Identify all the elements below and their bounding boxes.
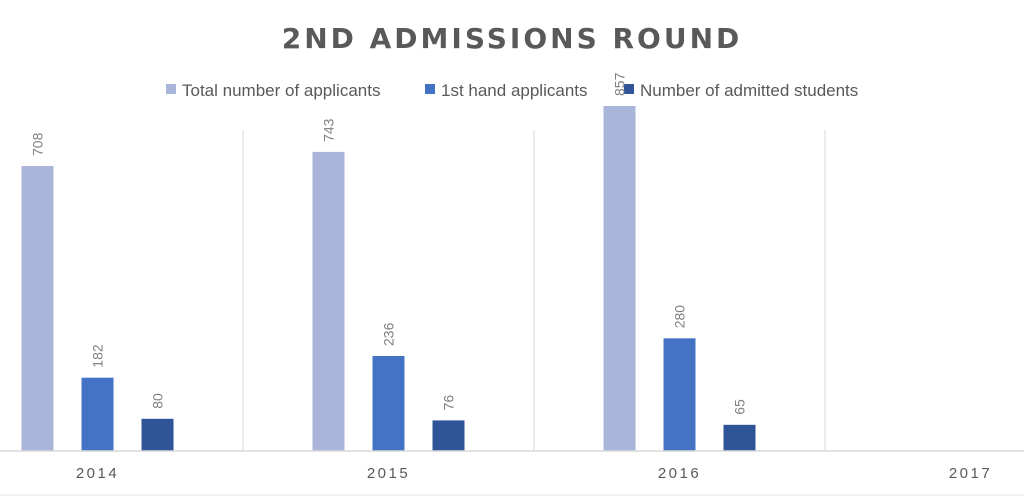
value-label-2015-1st-hand-applicants: 236 <box>381 322 397 346</box>
x-tick-label-2017: 2017 <box>949 465 992 482</box>
value-label-2014-1st-hand-applicants: 182 <box>90 344 106 368</box>
legend-label-total-applicants: Total number of applicants <box>182 81 380 100</box>
x-axis-tick-labels: 2014 2015 2016 2017 <box>76 465 992 482</box>
legend-swatch-admitted-students <box>624 84 634 94</box>
bar-2016-number-of-admitted-students <box>723 424 756 451</box>
bar-2015-number-of-admitted-students <box>432 420 465 451</box>
value-label-2015-total-number-of-applicants: 743 <box>321 118 337 142</box>
value-label-2016-1st-hand-applicants: 280 <box>672 305 688 329</box>
bar-2014-1st-hand-applicants <box>81 377 114 451</box>
legend: Total number of applicants 1st hand appl… <box>166 81 858 100</box>
legend-label-first-hand-applicants: 1st hand applicants <box>441 81 588 100</box>
bar-2014-total-number-of-applicants <box>21 166 54 451</box>
value-label-2014-total-number-of-applicants: 708 <box>30 132 46 156</box>
bar-2016-total-number-of-applicants <box>603 106 636 451</box>
bar-2014-number-of-admitted-students <box>141 418 174 451</box>
value-labels: 708 182 80 743 236 76 857 280 65 <box>30 72 748 414</box>
value-label-2016-number-of-admitted-students: 65 <box>732 399 748 415</box>
value-label-2014-number-of-admitted-students: 80 <box>150 393 166 409</box>
bar-2015-1st-hand-applicants <box>372 356 405 451</box>
bars <box>21 106 756 451</box>
value-label-2016-total-number-of-applicants: 857 <box>612 72 628 96</box>
x-tick-label-2014: 2014 <box>76 465 119 482</box>
value-label-2015-number-of-admitted-students: 76 <box>441 395 457 411</box>
legend-swatch-first-hand-applicants <box>425 84 435 94</box>
chart-title: 2ND ADMISSIONS ROUND <box>282 22 743 55</box>
legend-label-admitted-students: Number of admitted students <box>640 81 858 100</box>
x-tick-label-2016: 2016 <box>658 465 701 482</box>
legend-swatch-total-applicants <box>166 84 176 94</box>
bar-2015-total-number-of-applicants <box>312 151 345 451</box>
bar-2016-1st-hand-applicants <box>663 338 696 451</box>
x-tick-label-2015: 2015 <box>367 465 410 482</box>
category-gridlines <box>242 130 826 451</box>
